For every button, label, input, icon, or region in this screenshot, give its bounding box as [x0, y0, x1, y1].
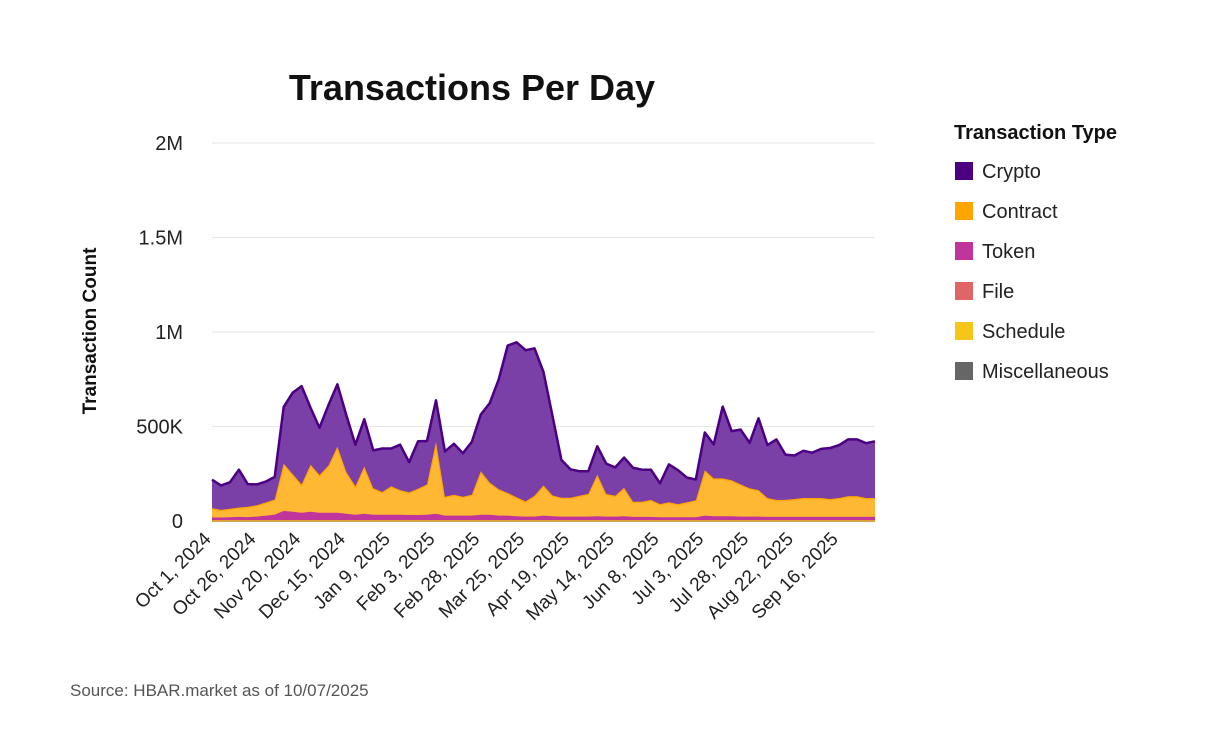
area-crypto	[212, 342, 875, 510]
legend-swatch-miscellaneous	[955, 362, 973, 380]
y-tick-label: 1.5M	[139, 228, 183, 250]
stacked-areas	[211, 341, 876, 522]
y-tick-label: 2M	[155, 133, 183, 155]
y-tick-label: 500K	[136, 417, 183, 439]
y-tick-label: 1M	[155, 322, 183, 344]
legend-label-crypto: Crypto	[982, 161, 1041, 183]
legend-swatch-contract	[955, 202, 973, 220]
legend-swatch-file	[955, 282, 973, 300]
chart-title: Transactions Per Day	[289, 67, 655, 108]
legend: Transaction Type Crypto Contract Token File…	[954, 122, 1117, 383]
legend-swatch-crypto	[955, 162, 973, 180]
legend-label-token: Token	[982, 241, 1035, 263]
legend-swatch-schedule	[955, 322, 973, 340]
y-axis-ticks: 0 500K 1M 1.5M 2M	[136, 133, 183, 533]
legend-swatch-token	[955, 242, 973, 260]
legend-label-schedule: Schedule	[982, 321, 1065, 343]
line-crypto	[211, 341, 876, 487]
y-tick-label: 0	[172, 511, 183, 533]
legend-label-contract: Contract	[982, 201, 1058, 223]
y-axis-label: Transaction Count	[80, 247, 101, 414]
area-contract	[212, 441, 875, 518]
legend-title: Transaction Type	[954, 122, 1117, 144]
legend-label-file: File	[982, 281, 1014, 303]
legend-label-miscellaneous: Miscellaneous	[982, 361, 1109, 383]
source-note: Source: HBAR.market as of 10/07/2025	[70, 681, 369, 700]
